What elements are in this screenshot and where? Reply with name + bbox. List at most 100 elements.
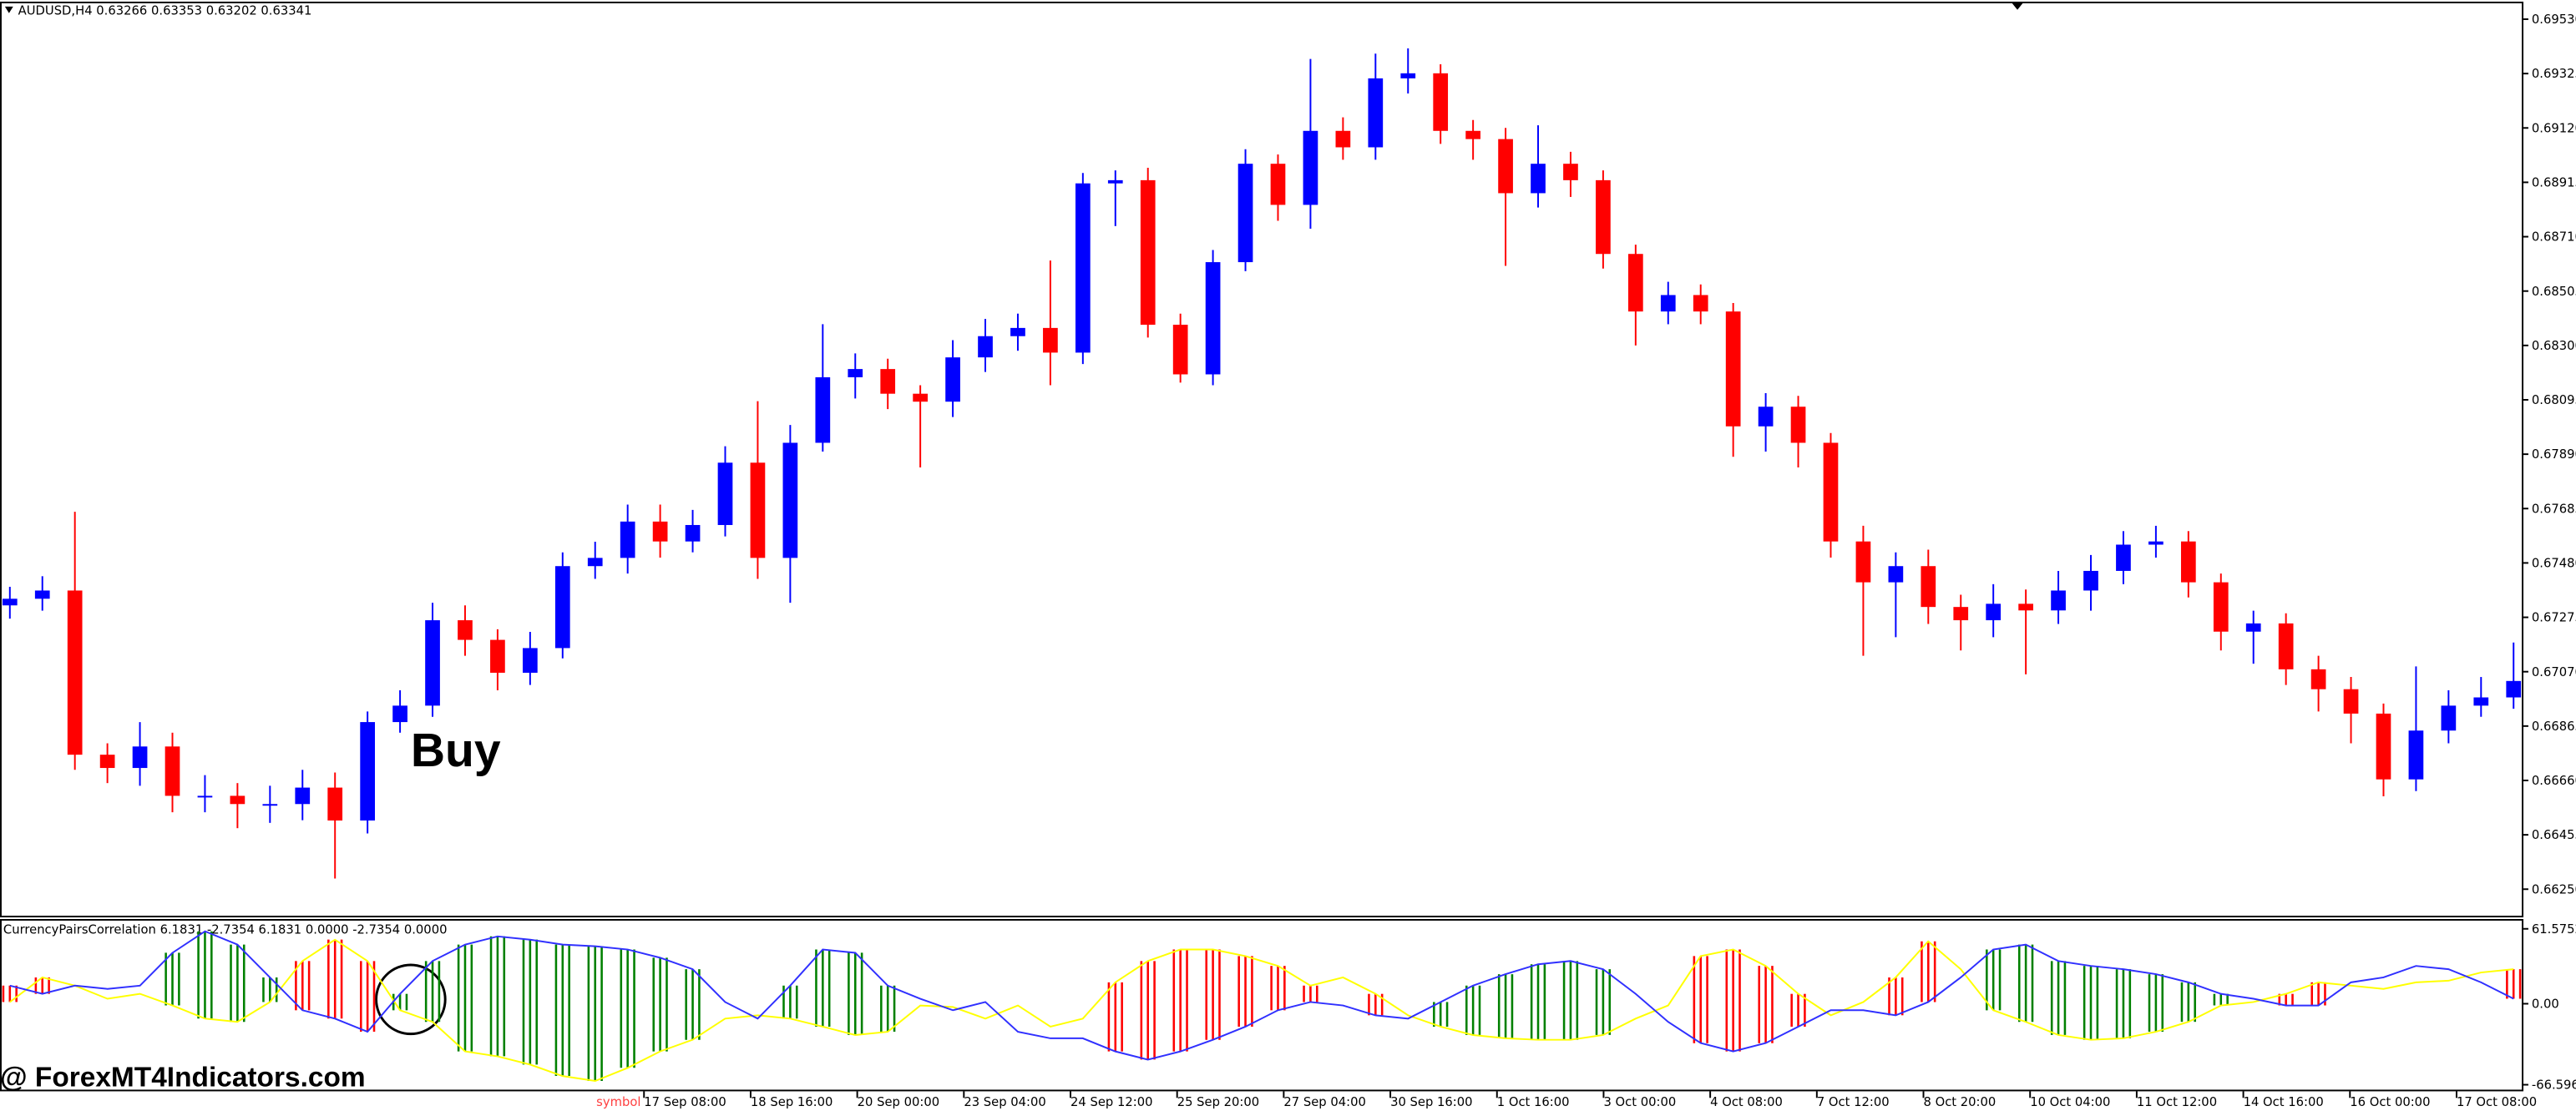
x-tick-label: 10 Oct 04:00 (2030, 1095, 2110, 1109)
candle-body (1921, 566, 1936, 608)
x-tick-label: 11 Oct 12:00 (2137, 1095, 2217, 1109)
candle-body (1596, 179, 1611, 255)
symbol-label: symbol (596, 1095, 640, 1109)
candle-body (1790, 407, 1806, 443)
candle-body (132, 746, 148, 769)
candle-body (1953, 607, 1969, 621)
candle-body (1693, 295, 1708, 312)
x-tick-label: 3 Oct 00:00 (1603, 1095, 1676, 1109)
buy-annotation: Buy (411, 724, 501, 777)
candle-body (717, 462, 733, 525)
candle-body (2441, 705, 2457, 731)
candle-body (1335, 130, 1351, 148)
candle-body (1823, 442, 1839, 542)
shift-marker (2011, 1, 2024, 10)
candle-body (1270, 164, 1286, 205)
y-tick-label: 0.66455 (2532, 828, 2576, 842)
candle-body (945, 357, 960, 402)
candle-body (1107, 179, 1123, 184)
candle-body (2376, 713, 2391, 780)
candle-body (99, 755, 115, 769)
candle-body (2278, 623, 2294, 669)
y-tick-label: 0.66865 (2532, 720, 2576, 734)
candle-body (2506, 680, 2522, 698)
candle-body (620, 521, 635, 558)
candle-body (2343, 689, 2359, 714)
candle-body (2245, 623, 2261, 632)
candle-body (1531, 164, 1546, 194)
x-tick-label: 17 Oct 08:00 (2457, 1095, 2537, 1109)
x-tick-label: 17 Sep 08:00 (644, 1095, 726, 1109)
x-tick-label: 18 Sep 16:00 (751, 1095, 833, 1109)
candle-body (1075, 183, 1091, 353)
watermark: @ ForexMT4Indicators.com (0, 1063, 366, 1093)
candle-body (2473, 697, 2489, 706)
candle-body (1368, 78, 1384, 148)
y-tick-label: 0.68915 (2532, 176, 2576, 190)
candle-body (1010, 327, 1025, 336)
candle-body (1758, 407, 1774, 427)
candle-body (458, 620, 473, 640)
candle-body (750, 462, 766, 558)
chart-title: AUDUSD,H4 0.63266 0.63353 0.63202 0.6334… (18, 4, 312, 18)
x-tick-label: 4 Oct 08:00 (1710, 1095, 1783, 1109)
x-tick-label: 30 Sep 16:00 (1390, 1095, 1473, 1109)
y-tick-label: 0.00 (2532, 997, 2559, 1012)
candle-body (360, 722, 376, 821)
candle-body (1205, 262, 1221, 375)
candle-body (295, 787, 311, 805)
candle-body (1563, 164, 1578, 180)
candle-body (848, 369, 863, 377)
candle-body (425, 620, 440, 706)
candle-body (587, 558, 603, 567)
y-tick-label: 0.66250 (2532, 882, 2576, 896)
candle-body (2180, 541, 2196, 583)
x-tick-label: 16 Oct 00:00 (2350, 1095, 2430, 1109)
x-tick-label: 23 Sep 04:00 (964, 1095, 1046, 1109)
candle-body (2148, 541, 2164, 545)
candle-body (327, 787, 343, 821)
candle-body (230, 795, 245, 805)
candle-body (34, 590, 50, 599)
candle-body (1465, 130, 1480, 139)
candle-body (2018, 603, 2033, 611)
candle-body (1855, 541, 1871, 583)
candle-body (2310, 669, 2326, 689)
candle-body (554, 566, 570, 649)
candle-body (392, 705, 407, 723)
candle-body (1140, 179, 1156, 326)
x-tick-label: 20 Sep 00:00 (858, 1095, 940, 1109)
candle-body (782, 442, 798, 558)
indicator-panel (0, 918, 2524, 1092)
candle-body (1400, 73, 1416, 78)
candle-body (1303, 130, 1318, 205)
y-tick-label: 0.68505 (2532, 285, 2576, 299)
candle-body (978, 336, 993, 358)
candle-body (2, 598, 18, 606)
y-tick-label: 0.69325 (2532, 67, 2576, 81)
indicator-line (9, 930, 2514, 1061)
candle-body (164, 746, 180, 796)
candle-body (262, 804, 278, 806)
candle-body (1986, 603, 2002, 621)
candle-body (1627, 254, 1643, 312)
y-tick-label: 61.5752 (2532, 922, 2576, 937)
collapse-arrow[interactable] (4, 6, 13, 13)
candle-body (913, 393, 928, 402)
y-tick-label: -66.5968 (2532, 1078, 2576, 1093)
candle-body (1888, 566, 1904, 583)
candle-body (880, 369, 896, 394)
x-tick-label: 24 Sep 12:00 (1070, 1095, 1153, 1109)
x-tick-label: 25 Sep 20:00 (1177, 1095, 1260, 1109)
candle-body (1660, 295, 1676, 312)
candle-body (815, 376, 831, 443)
x-tick-label: 27 Sep 04:00 (1283, 1095, 1366, 1109)
candle-body (2116, 544, 2131, 571)
